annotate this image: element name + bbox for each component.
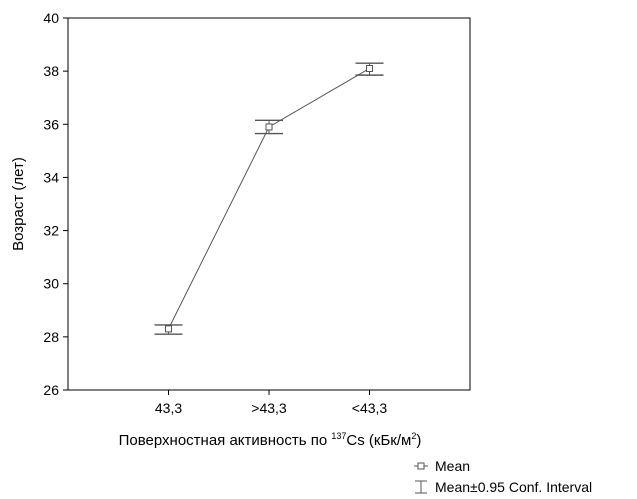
y-axis-title: Возраст (лет) [10,157,27,251]
y-tick-label: 36 [43,116,59,132]
data-point-marker [265,123,273,131]
y-tick-label: 32 [43,223,59,239]
y-tick-label: 34 [43,169,59,185]
legend: Mean Mean±0.95 Conf. Interval [414,458,592,495]
y-tick-label: 26 [43,382,59,398]
legend-mean-marker-icon [417,462,425,470]
legend-ci-label: Mean±0.95 Conf. Interval [435,479,592,495]
x-axis-title-suffix: ) [416,432,421,449]
y-tick-label: 28 [43,329,59,345]
x-axis-title-sup-power: 2 [411,431,416,441]
series-layer [154,62,384,335]
series-line [168,68,370,330]
x-axis-title-middle: Cs (кБк/м [346,432,411,449]
x-tick-label: >43,3 [251,400,287,416]
x-tick-label: <43,3 [352,400,388,416]
y-tick-label: 40 [43,10,59,26]
data-point-marker [165,325,172,333]
x-axis-title-sup-isotope: 137 [331,431,346,441]
x-axis-title: Поверхностная активность по 137Cs (кБк/м… [119,431,422,449]
x-tick-label: 43,3 [155,400,182,416]
legend-mean-label: Mean [435,458,470,474]
y-tick-label: 30 [43,276,59,292]
y-axis: 26 28 30 32 34 36 38 40 [43,10,68,398]
y-tick-label: 38 [43,63,59,79]
plot-frame [67,17,471,391]
x-axis: 43,3 >43,3 <43,3 [155,390,388,416]
x-axis-title-prefix: Поверхностная активность по [119,432,332,449]
data-point-marker [366,64,373,72]
